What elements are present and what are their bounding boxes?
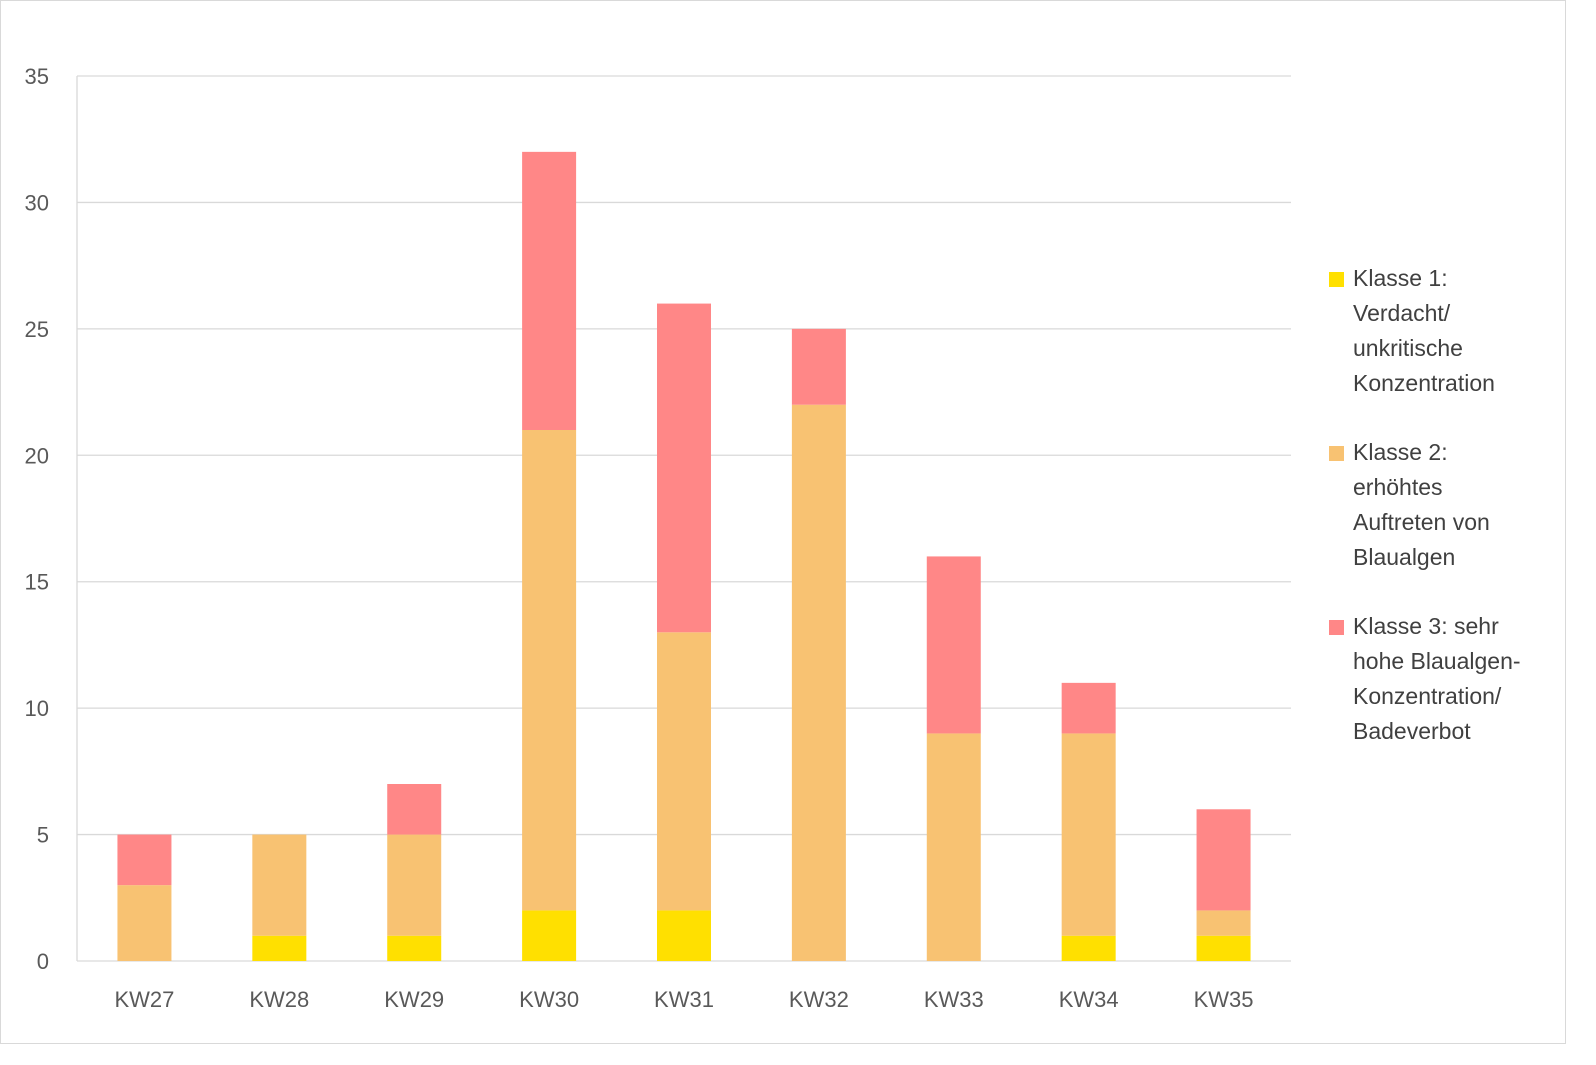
- legend-label-line: Blaualgen: [1353, 544, 1456, 570]
- x-tick-label: KW27: [114, 987, 174, 1012]
- legend-label-line: hohe Blaualgen-: [1353, 648, 1521, 674]
- x-tick-label: KW28: [249, 987, 309, 1012]
- y-tick-label: 5: [37, 823, 49, 848]
- bar-segment-kw35-klasse-2[interactable]: [1196, 910, 1251, 936]
- legend-label-line: unkritische: [1353, 335, 1463, 361]
- x-tick-label: KW31: [654, 987, 714, 1012]
- bar-segment-kw29-klasse-3[interactable]: [387, 784, 442, 835]
- bar-segment-kw27-klasse-2[interactable]: [117, 885, 172, 961]
- legend-label-line: Konzentration/: [1353, 683, 1502, 709]
- bar-segment-kw30-klasse-2[interactable]: [522, 430, 577, 911]
- bar-segment-kw31-klasse-2[interactable]: [657, 632, 711, 911]
- bar-segment-kw33-klasse-3[interactable]: [926, 556, 981, 734]
- legend-label-line: Klasse 1:: [1353, 265, 1448, 291]
- legend-swatch-klasse-1: [1329, 272, 1344, 287]
- bar-segment-kw28-klasse-2[interactable]: [252, 834, 307, 936]
- y-axis-tick-labels: 0 5 10 15 20 25 30 35: [25, 64, 49, 974]
- bars: [117, 151, 1251, 961]
- legend-item-klasse-2[interactable]: Klasse 2: erhöhtes Auftreten von Blaualg…: [1329, 435, 1559, 575]
- legend-label-line: Klasse 2:: [1353, 439, 1448, 465]
- legend-label-line: erhöhtes: [1353, 474, 1443, 500]
- x-tick-label: KW35: [1194, 987, 1254, 1012]
- bar-segment-kw34-klasse-1[interactable]: [1061, 935, 1116, 961]
- legend-label-line: Klasse 3: sehr: [1353, 613, 1499, 639]
- legend-label-line: Verdacht/: [1353, 300, 1451, 326]
- legend-label-line: Badeverbot: [1353, 718, 1471, 744]
- legend-item-klasse-1[interactable]: Klasse 1: Verdacht/ unkritische Konzentr…: [1329, 261, 1559, 401]
- y-tick-label: 25: [25, 317, 49, 342]
- bar-segment-kw34-klasse-3[interactable]: [1061, 682, 1116, 734]
- x-tick-label: KW30: [519, 987, 579, 1012]
- bar-segment-kw32-klasse-3[interactable]: [791, 328, 846, 405]
- bar-segment-kw35-klasse-1[interactable]: [1196, 935, 1251, 961]
- legend-label-line: Konzentration: [1353, 370, 1495, 396]
- bar-segment-kw31-klasse-1[interactable]: [657, 910, 711, 961]
- bar-segment-kw29-klasse-2[interactable]: [387, 834, 442, 936]
- bar-segment-kw34-klasse-2[interactable]: [1061, 733, 1116, 936]
- y-tick-label: 15: [25, 570, 49, 595]
- y-tick-label: 30: [25, 190, 49, 215]
- x-axis-tick-labels: KW27 KW28 KW29 KW30 KW31 KW32 KW33 KW34 KW35: [114, 987, 1253, 1012]
- y-tick-label: 0: [37, 949, 49, 974]
- y-tick-label: 10: [25, 696, 49, 721]
- bar-segment-kw31-klasse-3[interactable]: [657, 303, 711, 633]
- bar-segment-kw28-klasse-1[interactable]: [252, 935, 307, 961]
- bar-segment-kw27-klasse-3[interactable]: [117, 834, 172, 886]
- bar-segment-kw32-klasse-2[interactable]: [791, 404, 846, 961]
- x-tick-label: KW29: [384, 987, 444, 1012]
- y-tick-label: 35: [25, 64, 49, 89]
- bar-segment-kw35-klasse-3[interactable]: [1196, 809, 1251, 911]
- x-tick-label: KW33: [924, 987, 984, 1012]
- legend-swatch-klasse-3: [1329, 620, 1344, 635]
- bar-segment-kw30-klasse-3[interactable]: [522, 151, 577, 430]
- x-tick-label: KW34: [1059, 987, 1119, 1012]
- chart-frame: 0 5 10 15 20 25 30 35 KW27 KW28 KW29 KW30 KW31 KW32 K…: [0, 0, 1566, 1044]
- bar-segment-kw29-klasse-1[interactable]: [387, 935, 442, 961]
- legend-swatch-klasse-2: [1329, 446, 1344, 461]
- legend-item-klasse-3[interactable]: Klasse 3: sehr hohe Blaualgen- Konzentra…: [1329, 609, 1559, 749]
- bar-segment-kw30-klasse-1[interactable]: [522, 910, 577, 961]
- y-tick-label: 20: [25, 443, 49, 468]
- x-tick-label: KW32: [789, 987, 849, 1012]
- bar-segment-kw33-klasse-2[interactable]: [926, 733, 981, 961]
- legend-label-line: Auftreten von: [1353, 509, 1490, 535]
- legend: Klasse 1: Verdacht/ unkritische Konzentr…: [1329, 261, 1559, 783]
